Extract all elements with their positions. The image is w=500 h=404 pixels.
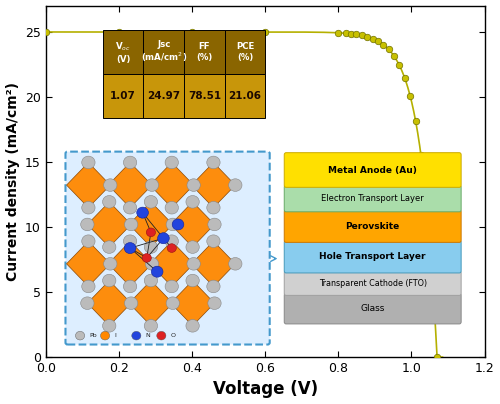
- Point: [406, 93, 414, 99]
- Point: [390, 53, 398, 59]
- Point: [342, 30, 349, 36]
- Point: [368, 35, 376, 42]
- Point: [422, 198, 430, 205]
- Point: [42, 29, 50, 35]
- Point: [347, 31, 355, 37]
- Point: [380, 41, 388, 48]
- Y-axis label: Current density (mA/cm²): Current density (mA/cm²): [6, 82, 20, 281]
- Point: [358, 32, 366, 39]
- Point: [115, 29, 123, 35]
- Point: [433, 354, 441, 360]
- Point: [396, 62, 404, 69]
- Point: [428, 263, 436, 270]
- Point: [363, 34, 371, 40]
- Point: [334, 29, 342, 36]
- Point: [412, 117, 420, 124]
- Point: [188, 29, 196, 35]
- Point: [417, 152, 425, 158]
- Point: [384, 46, 392, 53]
- Point: [261, 29, 269, 35]
- Point: [352, 31, 360, 38]
- Point: [401, 75, 409, 82]
- Point: [374, 38, 382, 44]
- X-axis label: Voltage (V): Voltage (V): [212, 381, 318, 398]
